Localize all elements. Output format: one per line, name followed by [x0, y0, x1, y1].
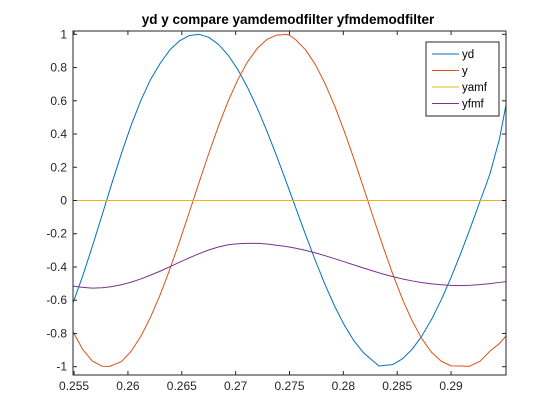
y-tick-label: -0.4 [46, 260, 67, 274]
y-tick-label: -0.8 [46, 326, 67, 340]
x-tick-label: 0.285 [382, 379, 412, 393]
chart-title: yd y compare yamdemodfilter yfmdemodfilt… [142, 12, 435, 27]
axes-layer: 0.255 0.26 0.265 0.27 0.275 0.28 0.285 0.29 -1 -0… [46, 27, 507, 393]
y-tick-label: -0.2 [46, 227, 67, 241]
y-tick-label: 0.6 [50, 94, 67, 108]
x-tick-label: 0.27 [224, 379, 248, 393]
legend-label-y: y [462, 66, 468, 78]
y-tick-label: -1 [56, 360, 67, 374]
legend[interactable]: yd y yamf yfmf [425, 41, 500, 117]
series-layer [73, 33, 506, 367]
legend-label-yfmf: yfmf [462, 99, 485, 111]
x-tick-label: 0.29 [439, 379, 463, 393]
x-tick-label: 0.26 [116, 379, 140, 393]
x-tick-label: 0.255 [59, 379, 89, 393]
y-tick-label: 0.8 [50, 61, 67, 75]
legend-label-yamf: yamf [462, 82, 488, 94]
series-line-yfmf [73, 242, 506, 289]
y-tick-label: 0 [60, 194, 67, 208]
y-tick-label: -0.6 [46, 293, 67, 307]
y-tick-label: 0.2 [50, 160, 67, 174]
x-tick-label: 0.275 [274, 379, 304, 393]
y-tick-label: 1 [60, 27, 67, 41]
y-tick-label: 0.4 [50, 127, 67, 141]
series-line-y [73, 33, 506, 367]
x-tick-label: 0.28 [332, 379, 356, 393]
x-tick-label: 0.265 [167, 379, 197, 393]
series-line-yd [73, 33, 506, 367]
legend-label-yd: yd [462, 49, 474, 61]
